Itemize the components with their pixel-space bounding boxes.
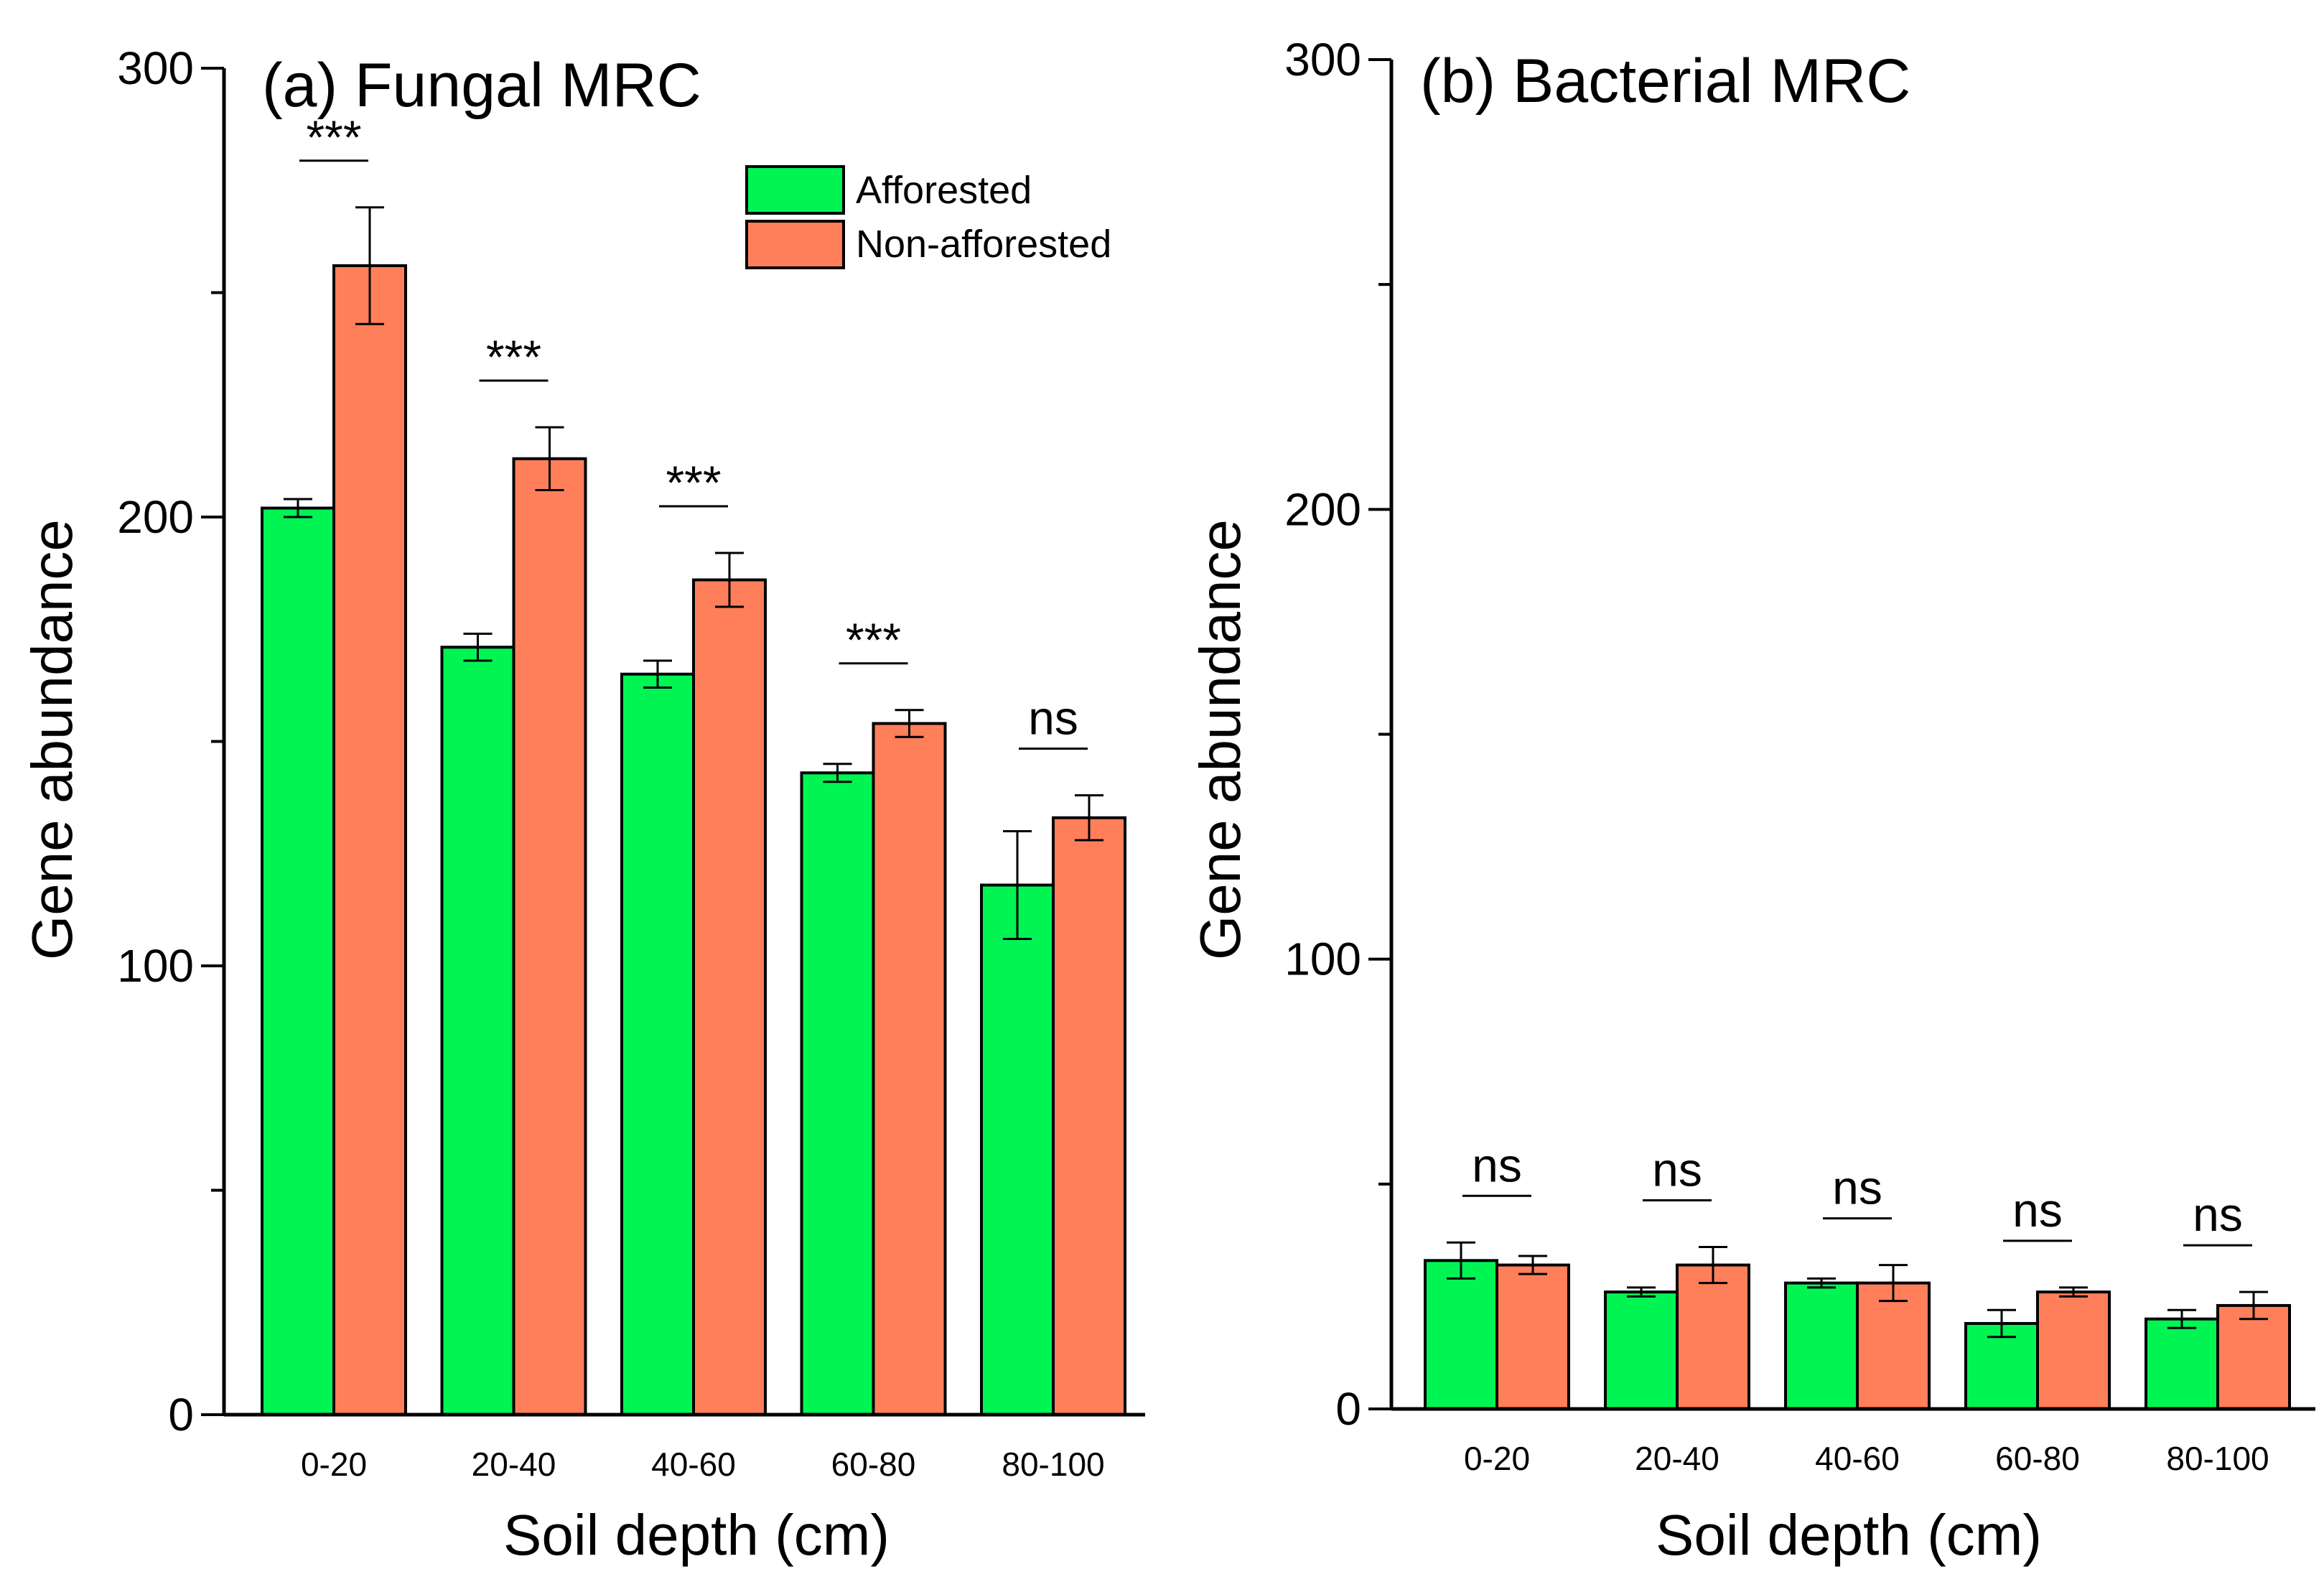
legend-swatch-afforested	[745, 165, 845, 215]
y-axis-title-b: Gene abundance	[1188, 519, 1252, 960]
bar-afforested	[980, 883, 1055, 1416]
x-tick-label: 80-100	[2166, 1440, 2269, 1477]
significance-label: ***	[666, 456, 721, 509]
legend-label-afforested: Afforested	[856, 169, 1032, 212]
x-axis-title-a: Soil depth (cm)	[503, 1503, 890, 1567]
bar-afforested	[800, 771, 875, 1416]
significance-label: ns	[1832, 1161, 1882, 1214]
panel-bacterial-mrc: (b) Bacterial MRC Soil depth (cm) Gene a…	[1188, 34, 2315, 1567]
bar-afforested	[440, 646, 515, 1416]
panel-title-a: (a) Fungal MRC	[262, 51, 701, 120]
x-axis-title-b: Soil depth (cm)	[1656, 1503, 2042, 1567]
bar-non-afforested	[692, 578, 767, 1416]
y-tick-label: 200	[117, 491, 194, 543]
significance-label: ns	[1652, 1143, 1702, 1196]
y-tick-label: 0	[168, 1389, 194, 1441]
legend-swatch-non-afforested	[745, 220, 845, 269]
x-tick-label: 20-40	[1635, 1440, 1719, 1477]
x-tick-label: 60-80	[1995, 1440, 2080, 1477]
legend: Afforested Non-afforested	[745, 165, 1111, 269]
legend-label-non-afforested: Non-afforested	[856, 223, 1111, 266]
bar-afforested	[2145, 1317, 2219, 1410]
bar-non-afforested	[2036, 1290, 2111, 1410]
bar-afforested	[1424, 1259, 1498, 1411]
x-tick-label: 0-20	[301, 1446, 367, 1483]
bar-non-afforested	[1856, 1281, 1931, 1411]
significance-label: ns	[1028, 692, 1078, 745]
x-tick-label: 80-100	[1002, 1446, 1104, 1483]
bar-non-afforested	[1676, 1263, 1750, 1411]
panel-fungal-mrc: (a) Fungal MRC Soil depth (cm) Gene abun…	[20, 42, 1145, 1567]
x-tick-label: 40-60	[651, 1446, 736, 1483]
bar-non-afforested	[1052, 816, 1126, 1416]
x-tick-label: 40-60	[1815, 1440, 1900, 1477]
significance-label: ns	[2012, 1183, 2063, 1237]
x-tick-label: 20-40	[472, 1446, 556, 1483]
x-tick-label: 60-80	[831, 1446, 916, 1483]
significance-label: ***	[486, 330, 541, 383]
significance-label: ***	[846, 613, 901, 666]
bar-non-afforested	[332, 264, 407, 1416]
bar-non-afforested	[1495, 1263, 1570, 1411]
y-tick-label: 0	[1335, 1383, 1361, 1435]
y-tick-label: 200	[1284, 483, 1361, 535]
bar-non-afforested	[2216, 1303, 2291, 1411]
bar-afforested	[261, 506, 335, 1416]
y-tick-label: 100	[117, 940, 194, 992]
bar-non-afforested	[872, 722, 947, 1416]
x-tick-label: 0-20	[1464, 1440, 1530, 1477]
y-axis-title-a: Gene abundance	[20, 519, 84, 960]
bar-afforested	[1604, 1290, 1679, 1410]
significance-label: ns	[2193, 1188, 2243, 1241]
panel-title-b: (b) Bacterial MRC	[1420, 47, 1910, 116]
significance-label: ***	[306, 111, 361, 164]
bar-afforested	[1784, 1281, 1859, 1411]
y-tick-label: 300	[117, 42, 194, 94]
bar-non-afforested	[512, 457, 587, 1416]
y-tick-label: 300	[1284, 34, 1361, 85]
bar-afforested	[620, 672, 695, 1416]
significance-label: ns	[1472, 1138, 1522, 1191]
y-tick-label: 100	[1284, 934, 1361, 985]
